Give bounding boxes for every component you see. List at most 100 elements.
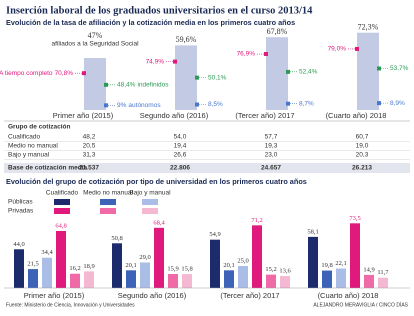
legend-group: Bajo y manual [129,190,171,197]
subtitle: Evolución de la tasa de afiliación y la … [6,18,295,27]
share-marker [195,102,199,107]
bar [182,274,192,288]
bar [336,268,346,288]
bar [175,45,197,110]
value-label: 59,6% [176,35,197,44]
share-marker [377,101,381,106]
value-label: 29,0 [139,254,150,261]
value-label: 11,7 [377,269,389,276]
value-note: afiliados a la Seguridad Social [51,41,139,48]
bar [126,270,136,288]
legend-swatch [142,199,158,205]
bar [224,270,234,288]
share-label: 8,9% [390,100,405,107]
share-marker [195,75,199,80]
x-tick-label: (Tercer año) 2017 [220,291,279,300]
legend-label: Públicas [8,199,33,206]
legend-swatch [54,208,70,214]
table-cell: 19,4 [174,143,187,150]
bar [364,274,374,288]
table-cell: 60,7 [356,134,369,141]
share-label: 52,4% [299,69,318,76]
row-label: Bajo y manual [8,152,50,159]
value-label: 21,5 [27,261,38,268]
legend-swatch [54,199,70,205]
share-label: 9% [117,102,127,109]
value-label: 14,9 [363,266,374,273]
bar [350,223,360,288]
value-label: 54,9 [209,231,220,238]
bar [84,58,106,110]
bar [322,270,332,288]
table-footer-bg [4,163,410,173]
bar [280,276,290,288]
legend-group: Medio no manual [83,190,133,197]
table-header: Grupo de cotización [8,124,71,131]
bar [308,236,318,288]
share-marker [82,71,86,76]
share-label: 79,0% [328,46,347,53]
value-label: 73,5 [349,215,360,222]
value-label: 20,1 [223,262,234,269]
value-label: 16,2 [69,265,80,272]
share-name: autónomos [128,102,161,109]
share-marker [377,66,381,71]
value-label: 64,8 [55,222,66,229]
value-label: 50,8 [111,235,122,242]
x-tick-label: Segundo año (2016) [140,111,209,120]
share-name: A tiempo completo [0,70,53,77]
x-tick-label: (Tercer año) 2017 [235,111,294,120]
legend-swatch [100,208,116,214]
bar [56,230,66,288]
share-marker [264,52,268,57]
bar [266,37,288,111]
share-label: 48,4% [117,82,136,89]
bar [112,243,122,288]
chart-title: Evolución del grupo de cotización por ti… [6,177,307,186]
value-label: 18,9 [83,263,94,270]
value-label: 58,1 [307,228,318,235]
share-marker [104,82,108,87]
value-label: 34,4 [41,249,53,256]
legend-group: Cualificado [46,190,79,197]
bar [70,273,80,288]
table-cell: 31,3 [83,152,96,159]
x-tick-label: (Cuarto año) 2018 [318,291,379,300]
bar [168,274,178,288]
legend-label: Privadas [8,208,34,215]
value-label: 22,1 [335,260,346,267]
source: Fuente: Ministerio de Ciencia, Innovació… [6,302,135,308]
x-tick-label: Segundo año (2016) [118,291,187,300]
value-label: 67,8% [267,27,288,36]
table-cell: 23,0 [265,152,278,159]
value-label: 71,2 [251,217,262,224]
share-marker [104,103,108,108]
share-marker [173,59,177,64]
share-label: 70,8% [55,70,74,77]
share-marker [286,101,290,106]
share-label: 74,9% [146,58,165,65]
bar [42,257,52,288]
bar [252,225,262,288]
share-label: 8,5% [208,101,223,108]
table-cell: 20,5 [83,143,96,150]
share-marker [286,69,290,74]
share-marker [355,46,359,51]
row-label: Medio no manual [8,143,58,150]
value-label: 68,4 [153,219,165,226]
table-cell: 26,6 [174,152,187,159]
value-label: 15,2 [265,266,276,273]
bar [357,32,379,111]
table-cell: 48,2 [83,134,96,141]
x-tick-label: (Cuarto año) 2018 [326,111,387,120]
table-cell: 19,0 [356,143,369,150]
value-label: 19,8 [321,262,332,269]
table-cell: 21.537 [79,165,99,172]
bar [28,269,38,288]
bar [210,239,220,288]
table-cell: 19,3 [265,143,278,150]
share-label: 53,7% [390,65,409,72]
share-label: 76,9% [237,51,256,58]
value-label: 15,9 [167,265,178,272]
